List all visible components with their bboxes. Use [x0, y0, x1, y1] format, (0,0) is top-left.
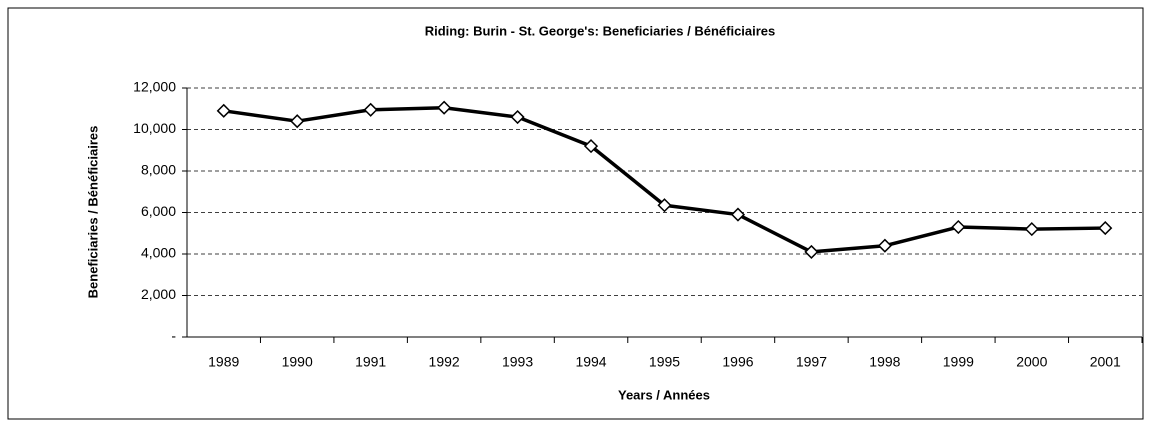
- x-tick-label: 1989: [208, 354, 239, 370]
- data-point: [216, 103, 231, 118]
- chart-border: [7, 7, 1144, 420]
- data-point: [804, 244, 819, 259]
- data-point: [730, 207, 746, 222]
- data-point: [1024, 222, 1039, 237]
- x-tick-label: 1996: [722, 354, 753, 370]
- y-tick-label: 8,000: [141, 162, 176, 178]
- data-point: [951, 219, 966, 235]
- x-axis-label: Years / Années: [618, 387, 710, 402]
- x-tick-label: 1998: [869, 354, 900, 370]
- x-tick-label: 1992: [429, 354, 460, 370]
- x-tick-label: 1993: [502, 354, 533, 370]
- y-axis-label: Beneficiaries / Bénéficiaires: [85, 126, 100, 299]
- data-point: [437, 100, 452, 115]
- y-tick-label: 2,000: [141, 286, 176, 302]
- x-tick-label: 1994: [575, 354, 606, 370]
- data-point: [363, 102, 378, 117]
- y-tick-label: 4,000: [141, 245, 176, 261]
- data-point: [877, 238, 892, 253]
- x-tick-label: 1995: [649, 354, 680, 370]
- x-tick-label: 2000: [1016, 354, 1047, 370]
- data-point: [510, 109, 525, 125]
- x-tick-label: 1997: [796, 354, 827, 370]
- data-point: [1098, 221, 1113, 236]
- x-tick-label: 1991: [355, 354, 386, 370]
- y-tick-label: 12,000: [133, 79, 176, 95]
- x-tick-label: 1999: [943, 354, 974, 370]
- y-tick-label: 6,000: [141, 203, 176, 219]
- chart-title: Riding: Burin - St. George's: Beneficiar…: [425, 23, 776, 38]
- data-point: [657, 198, 672, 213]
- y-tick-label: -: [171, 328, 176, 344]
- y-tick-label: 10,000: [133, 120, 176, 136]
- data-point: [583, 139, 599, 154]
- x-tick-label: 1990: [282, 354, 313, 370]
- x-tick-label: 2001: [1090, 354, 1121, 370]
- data-point: [290, 114, 305, 129]
